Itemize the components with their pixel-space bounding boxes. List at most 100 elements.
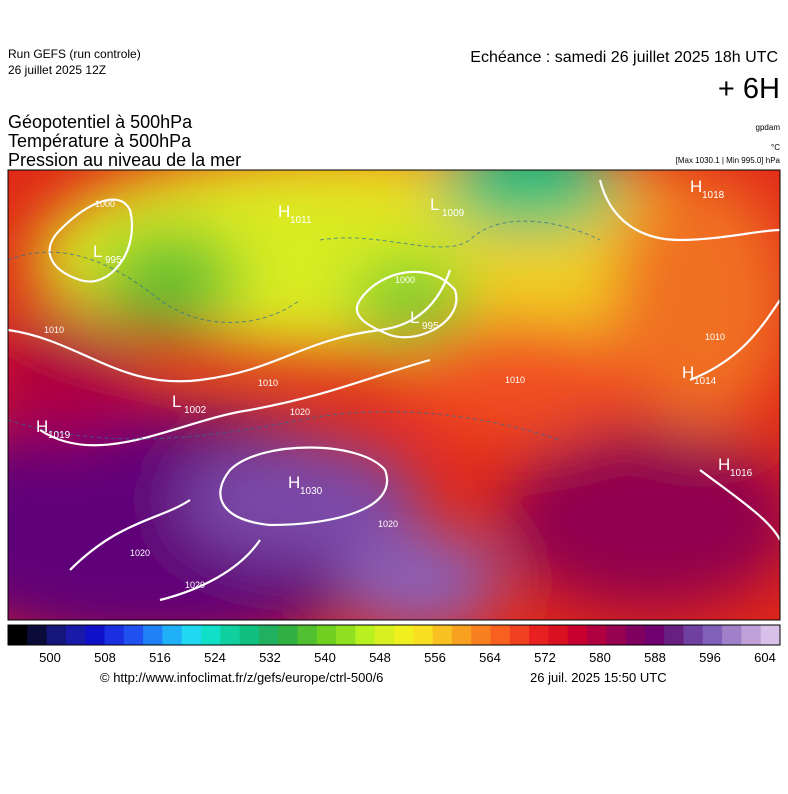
center-kind: L [410,308,419,327]
isobar-label: 1010 [505,375,525,385]
isobar-label: 1020 [290,407,310,417]
center-kind: L [172,392,181,411]
generated: 26 juil. 2025 15:50 UTC [530,670,667,685]
unit: °C [771,143,780,152]
center-kind: H [36,417,48,436]
colorbar-swatch [258,625,279,645]
center-value: 1030 [300,486,323,497]
colorbar-tick-label: 596 [699,650,721,665]
source: © http://www.infoclimat.fr/z/gefs/europe… [100,670,383,685]
center-value: 995 [422,321,439,332]
unit: gpdam [756,123,781,132]
colorbar-tick-label: 588 [644,650,666,665]
center-kind: H [718,455,730,474]
center-value: 1002 [184,405,207,416]
isobar-label: 1000 [395,275,415,285]
center-kind: L [430,195,439,214]
colorbar-swatch [529,625,549,645]
isobar-label: 1010 [44,325,64,335]
colorbar-swatch [27,625,48,645]
colorbar-swatch [181,625,202,645]
colorbar-swatch [625,625,646,645]
isobar-label: 1020 [378,519,398,529]
center-kind: H [278,202,290,221]
colorbar-tick-label: 500 [39,650,61,665]
colorbar-swatch [413,625,434,645]
colorbar-tick-label: 604 [754,650,776,665]
colorbar-swatch [722,625,742,645]
center-value: 1016 [730,468,753,479]
title: Température à 500hPa [8,131,192,151]
colorbar-swatch [316,625,337,645]
isobars [8,179,780,602]
isobar-label: 1010 [258,378,278,388]
colorbar-swatch [567,625,588,645]
isobar-label: 1000 [95,199,115,209]
center-kind: H [690,177,702,196]
center-value: 1019 [48,430,71,441]
colorbar-swatch [297,625,318,645]
colorbar-tick-label: 540 [314,650,336,665]
colorbar-swatch [702,625,723,645]
colorbar-swatch [355,625,376,645]
colorbar-tick-label: 548 [369,650,391,665]
offset: + 6H [718,73,780,105]
title: Pression au niveau de la mer [8,150,241,170]
colorbar-swatch [8,625,28,645]
isobar-label: 1010 [705,332,725,342]
center-kind: H [682,363,694,382]
run-label: Run GEFS (run controle) [8,47,141,61]
colorbar-swatch [85,625,105,645]
colorbar-swatch [606,625,627,645]
colorbar-tick-label: 524 [204,650,226,665]
colorbar-swatch [65,625,86,645]
colorbar-swatch [451,625,472,645]
colorbar-tick-label: 516 [149,650,171,665]
colorbar-swatch [162,625,183,645]
center-kind: L [93,242,102,261]
isobar-label: 1020 [185,580,205,590]
colorbar-swatch [336,625,356,645]
colorbar-swatch [201,625,221,645]
echeance: Echéance : samedi 26 juillet 2025 18h UT… [470,49,778,66]
run-date: 26 juillet 2025 12Z [8,63,106,77]
colorbar-tick-label: 508 [94,650,116,665]
colorbar-swatch [548,625,569,645]
colorbar-swatch [143,625,163,645]
colorbar-swatch [278,625,298,645]
colorbar-tick-label: 532 [259,650,281,665]
colorbar-swatch [490,625,511,645]
colorbar-swatch [46,625,67,645]
colorbar-swatch [123,625,144,645]
colorbar-swatch [471,625,491,645]
colorbar-swatch [509,625,530,645]
colorbar-swatch [664,625,684,645]
map [8,170,780,620]
colorbar-tick-label: 564 [479,650,501,665]
isobar-label: 1020 [130,548,150,558]
colorbar-tick-label: 580 [589,650,611,665]
colorbar-swatch [741,625,762,645]
colorbar-swatch [760,625,781,645]
center-kind: H [288,473,300,492]
colorbar-swatch [374,625,395,645]
center-value: 1014 [694,376,717,387]
colorbar-swatch [644,625,665,645]
center-value: 995 [105,255,122,266]
center-value: 1018 [702,190,725,201]
colorbar-swatch [394,625,414,645]
center-value: 1011 [290,215,312,226]
colorbar-swatch [220,625,241,645]
colorbar-tick-label: 556 [424,650,446,665]
title: Géopotentiel à 500hPa [8,112,193,132]
colorbar-tick-label: 572 [534,650,556,665]
colorbar-swatch [432,625,453,645]
colorbar-frame [7,624,781,646]
colorbar-swatch [587,625,607,645]
colorbar: 500 508 516 524 532 540 548 556 564 572 580 588 596 6… [7,624,781,665]
colorbar-swatch [104,625,125,645]
center-value: 1009 [442,208,465,219]
colorbar-swatch [683,625,704,645]
